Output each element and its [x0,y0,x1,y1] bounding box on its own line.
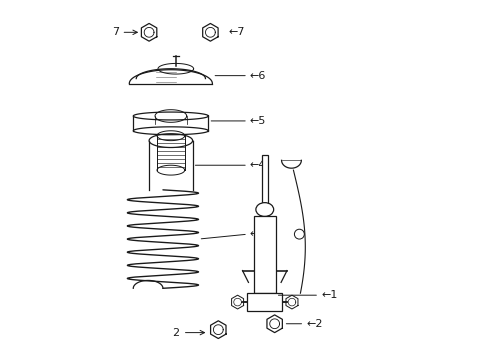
Bar [261,156,267,210]
Text: ←6: ←6 [249,71,266,81]
Bar [253,216,275,293]
Text: 7: 7 [112,27,119,37]
Text: ←4: ←4 [249,160,266,170]
Text: ←5: ←5 [249,116,266,126]
Text: ←3: ←3 [249,229,266,239]
Text: ←1: ←1 [321,290,337,300]
Ellipse shape [255,203,273,216]
Bar [247,293,282,311]
Text: ←7: ←7 [228,27,244,37]
Text: 2: 2 [171,328,179,338]
Text: ←2: ←2 [305,319,322,329]
